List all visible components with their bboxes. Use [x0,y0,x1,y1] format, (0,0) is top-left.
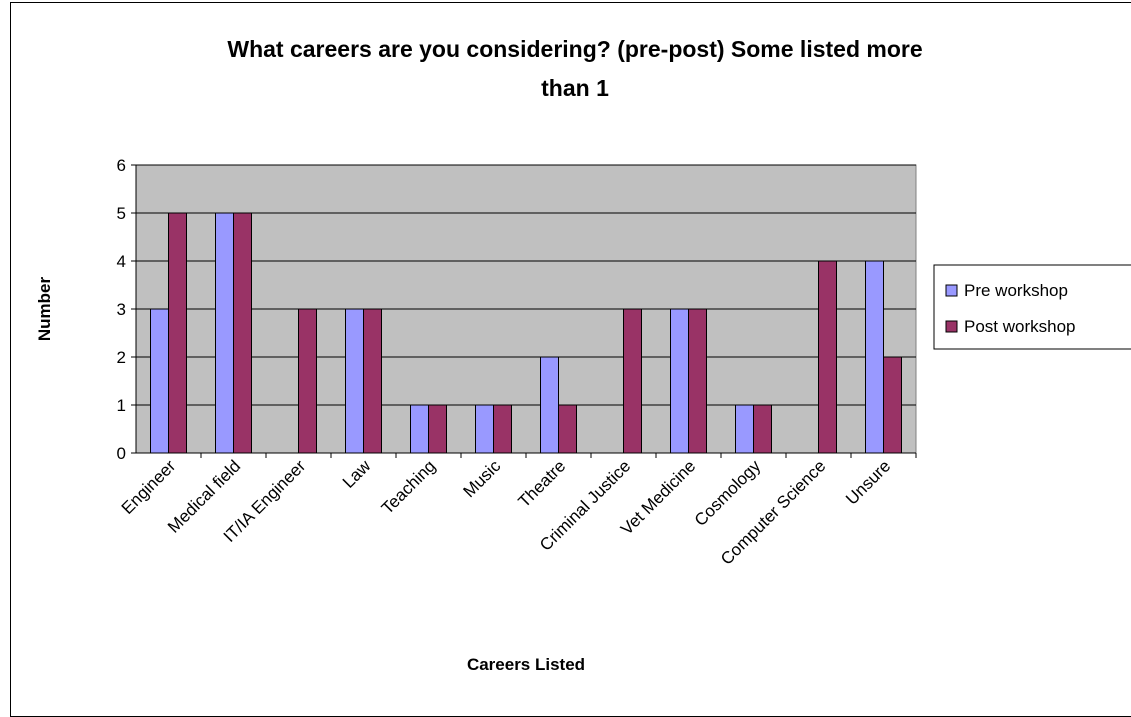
y-tick-label-6: 6 [117,156,126,175]
chart-title-line-2: than 1 [541,75,609,101]
y-tick-label-2: 2 [117,348,126,367]
gridlines [136,164,916,406]
bars [150,212,902,454]
bar-post-workshop-8 [688,308,707,454]
bar-post-workshop-5 [493,404,512,454]
bar-pre-workshop-8 [670,308,689,454]
bar-pre-workshop-4 [410,404,429,454]
bar-post-workshop-10 [818,260,837,454]
bar-pre-workshop-1 [215,212,234,454]
legend-swatch-post-workshop [945,320,958,333]
bar-post-workshop-7 [623,308,642,454]
bar-post-workshop-3 [363,308,382,454]
bar-pre-workshop-0 [150,308,169,454]
y-axis-title: Number [35,277,54,342]
bar-pre-workshop-6 [540,356,559,454]
bar-pre-workshop-11 [865,260,884,454]
legend: Pre workshop Post workshop [933,264,1131,350]
legend-label-pre-workshop: Pre workshop [964,281,1068,300]
axes [131,164,917,458]
y-tick-label-1: 1 [117,396,126,415]
category-label-5: Music [459,456,504,501]
legend-swatch-pre-workshop [945,284,958,297]
bar-post-workshop-2 [298,308,317,454]
bar-post-workshop-4 [428,404,447,454]
y-tick-label-4: 4 [117,252,126,271]
category-label-4: Teaching [378,456,440,518]
chart-svg: What careers are you considering? (pre-p… [35,36,1131,674]
bar-post-workshop-0 [168,212,187,454]
category-label-6: Theatre [514,456,569,511]
bar-pre-workshop-5 [475,404,494,454]
category-label-11: Unsure [842,456,894,508]
bar-post-workshop-1 [233,212,252,454]
bar-pre-workshop-9 [735,404,754,454]
legend-box [933,264,1131,350]
bar-post-workshop-11 [883,356,902,454]
category-label-3: Law [339,456,375,492]
y-tick-label-3: 3 [117,300,126,319]
legend-label-post-workshop: Post workshop [964,317,1076,336]
y-tick-label-0: 0 [117,444,126,463]
x-axis-title: Careers Listed [467,655,585,674]
category-label-0: Engineer [118,456,180,518]
bar-post-workshop-9 [753,404,772,454]
bar-post-workshop-6 [558,404,577,454]
bar-pre-workshop-3 [345,308,364,454]
chart-title-line-1: What careers are you considering? (pre-p… [227,36,922,62]
y-tick-labels: 0 1 2 3 4 5 6 [117,156,126,463]
y-tick-label-5: 5 [117,204,126,223]
